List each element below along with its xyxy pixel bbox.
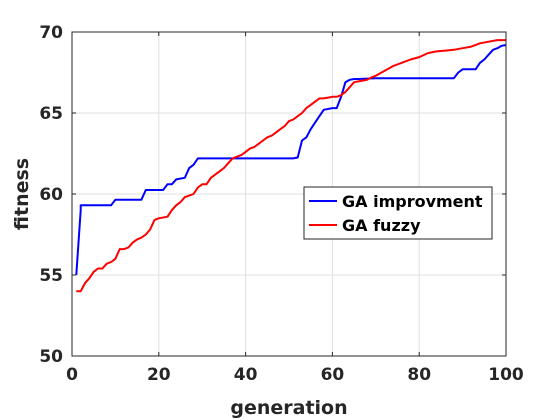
y-tick-label: 70 <box>39 23 63 43</box>
x-tick-label: 80 <box>407 365 431 385</box>
series-line-ga-fuzzy <box>76 39 506 293</box>
series-layer <box>75 39 507 293</box>
x-tick-label: 40 <box>234 365 258 385</box>
series-line-ga-improvment <box>75 44 507 276</box>
tick-labels: 0 20 40 60 80 100 50 55 60 65 70 <box>39 23 524 385</box>
legend-label-ga-fuzzy: GA fuzzy <box>342 216 421 235</box>
y-tick-label: 55 <box>39 266 63 286</box>
y-tick-label: 60 <box>39 185 63 205</box>
x-axis-label: generation <box>230 397 347 419</box>
legend-label-ga-improvment: GA improvment <box>342 192 483 211</box>
x-tick-label: 20 <box>147 365 171 385</box>
y-axis-label: fitness <box>11 158 33 230</box>
y-tick-label: 50 <box>39 347 63 367</box>
axis-ticks <box>71 31 507 357</box>
x-tick-label: 0 <box>66 365 78 385</box>
x-tick-label: 60 <box>321 365 345 385</box>
y-tick-label: 65 <box>39 104 63 124</box>
x-tick-label: 100 <box>488 365 524 385</box>
legend: GA improvment GA fuzzy <box>303 186 493 240</box>
legend-box <box>303 186 493 240</box>
